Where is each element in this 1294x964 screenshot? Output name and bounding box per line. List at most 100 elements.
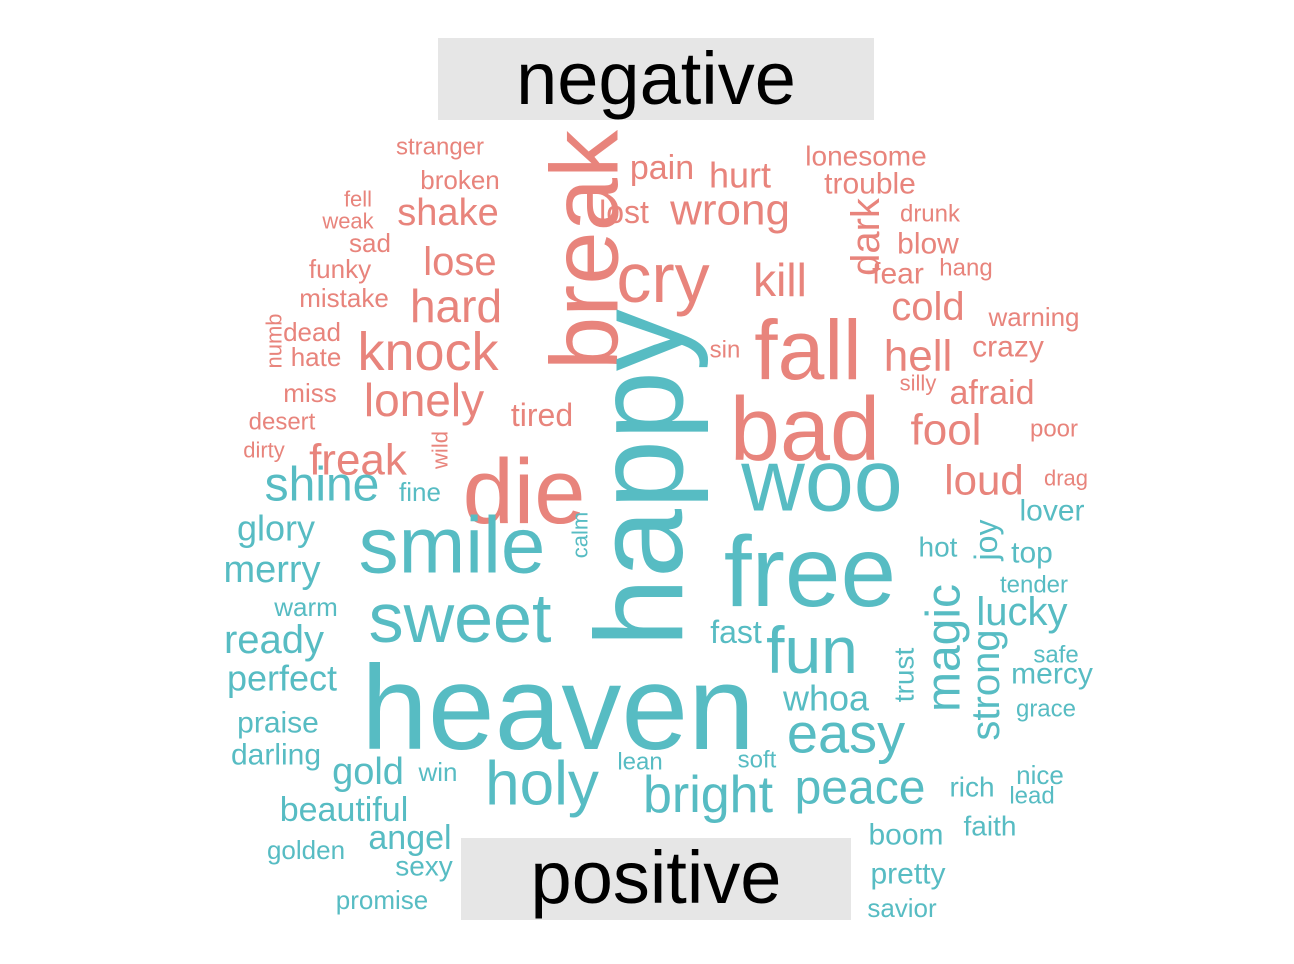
word-afraid: afraid	[949, 374, 1034, 412]
word-die: die	[463, 441, 586, 543]
word-easy: easy	[787, 702, 905, 765]
word-tender: tender	[1000, 572, 1068, 599]
word-blow: blow	[897, 228, 959, 261]
word-praise: praise	[237, 707, 319, 740]
word-dark: dark	[844, 197, 888, 276]
word-promise: promise	[336, 885, 428, 915]
word-fun: fun	[766, 613, 858, 687]
word-hate: hate	[291, 342, 342, 372]
word-calm: calm	[568, 512, 593, 558]
word-sad: sad	[349, 228, 391, 258]
word-broken: broken	[420, 165, 500, 195]
word-knock: knock	[357, 322, 499, 382]
word-drag: drag	[1044, 466, 1088, 491]
word-bright: bright	[643, 766, 774, 824]
word-kill: kill	[753, 254, 807, 306]
word-shine: shine	[265, 459, 380, 512]
word-glory: glory	[237, 508, 315, 549]
word-loud: loud	[944, 457, 1023, 504]
group-label-bg-positive	[461, 838, 851, 920]
word-lover: lover	[1019, 495, 1084, 528]
word-darling: darling	[231, 739, 321, 772]
group-labels: negative positive	[438, 37, 874, 920]
word-fool: fool	[911, 406, 982, 455]
word-wrong: wrong	[669, 186, 790, 235]
word-fine: fine	[399, 477, 441, 507]
word-safe: safe	[1033, 642, 1078, 669]
word-desert: desert	[249, 409, 316, 436]
word-nice: nice	[1016, 760, 1064, 790]
word-savior: savior	[867, 893, 937, 923]
word-lonely: lonely	[364, 374, 484, 426]
word-angel: angel	[368, 819, 451, 857]
word-sweet: sweet	[369, 579, 552, 657]
word-perfect: perfect	[227, 658, 337, 699]
word-lose: lose	[423, 240, 496, 284]
word-hard: hard	[410, 280, 502, 332]
word-trouble: trouble	[824, 168, 916, 201]
word-hell: hell	[884, 332, 953, 381]
word-lean: lean	[617, 749, 662, 776]
word-trust: trust	[889, 648, 920, 703]
word-numb: numb	[262, 313, 287, 368]
word-fell: fell	[344, 187, 372, 212]
word-mercy: mercy	[1011, 658, 1093, 691]
word-bad: bad	[730, 380, 880, 480]
word-peace: peace	[795, 762, 926, 815]
word-lucky: lucky	[976, 590, 1067, 634]
word-cold: cold	[891, 285, 964, 329]
word-win: win	[417, 757, 457, 787]
word-hang: hang	[939, 255, 992, 282]
word-dead: dead	[283, 317, 341, 347]
word-warning: warning	[987, 302, 1079, 332]
word-free: free	[724, 516, 896, 628]
word-tired: tired	[511, 397, 573, 433]
word-happy: happy	[571, 309, 709, 647]
word-top: top	[1011, 537, 1053, 570]
word-funky: funky	[309, 254, 371, 284]
word-cry: cry	[616, 239, 709, 317]
word-pain: pain	[630, 149, 694, 187]
word-beautiful: beautiful	[280, 791, 409, 829]
word-mistake: mistake	[299, 283, 389, 313]
group-label-positive: positive	[531, 836, 782, 919]
word-dirty: dirty	[243, 438, 285, 463]
word-hot: hot	[919, 532, 958, 563]
word-crazy: crazy	[972, 331, 1044, 364]
word-drunk: drunk	[900, 201, 961, 228]
word-grace: grace	[1016, 696, 1076, 723]
group-label-negative: negative	[516, 37, 796, 120]
word-lead: lead	[1009, 783, 1054, 810]
word-lost: lost	[599, 194, 649, 230]
word-woo: woo	[740, 431, 902, 530]
word-hurt: hurt	[709, 155, 771, 196]
word-magic: magic	[918, 584, 971, 712]
word-wild: wild	[428, 431, 453, 470]
word-heaven: heaven	[361, 641, 755, 775]
word-lonesome: lonesome	[805, 141, 926, 172]
word-gold: gold	[332, 751, 404, 793]
word-stranger: stranger	[396, 134, 484, 161]
word-faith: faith	[964, 811, 1017, 842]
word-smile: smile	[359, 501, 546, 590]
word-sexy: sexy	[395, 851, 453, 882]
word-fast: fast	[710, 614, 762, 650]
word-joy: joy	[968, 520, 1004, 562]
word-shake: shake	[397, 192, 498, 234]
word-freak: freak	[309, 436, 408, 485]
word-fall: fall	[754, 303, 861, 397]
group-label-bg-negative	[438, 38, 874, 120]
word-ready: ready	[224, 618, 324, 662]
word-weak: weak	[321, 209, 374, 234]
word-boom: boom	[868, 819, 943, 852]
word-merry: merry	[223, 549, 320, 591]
word-warm: warm	[273, 592, 338, 622]
word-strong: strong	[964, 629, 1008, 740]
word-break: break	[532, 129, 639, 370]
word-whoa: whoa	[782, 678, 870, 719]
word-rich: rich	[949, 772, 994, 803]
word-poor: poor	[1030, 416, 1078, 443]
word-miss: miss	[283, 378, 336, 408]
